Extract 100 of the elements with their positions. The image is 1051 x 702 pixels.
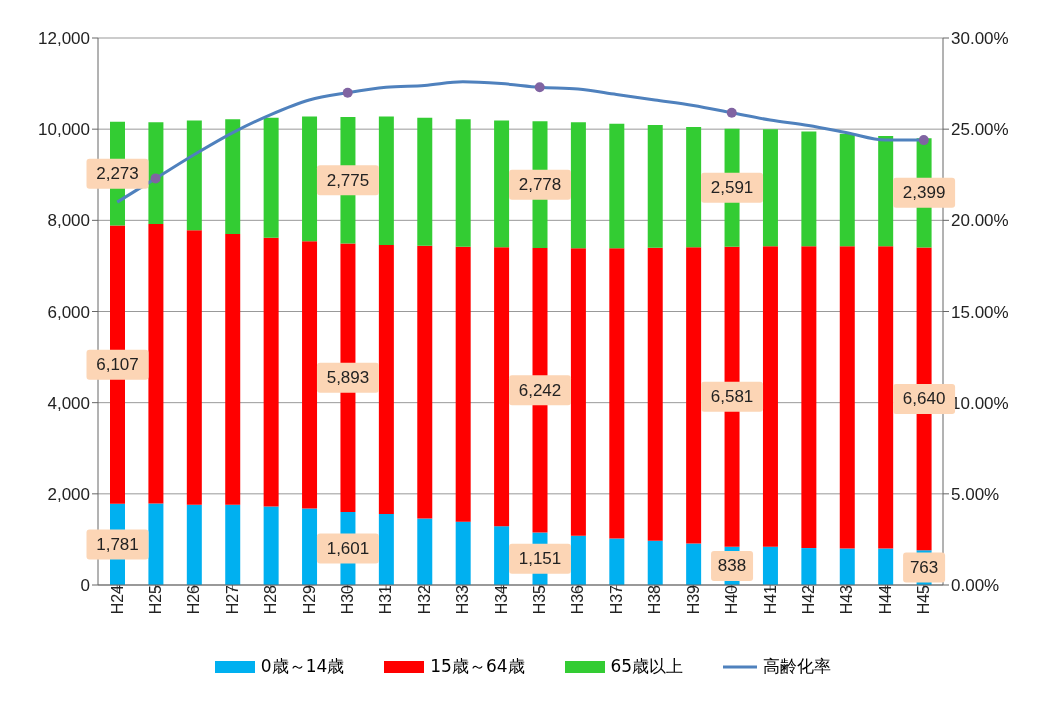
bar (417, 245, 433, 519)
bar (186, 504, 202, 585)
bar (878, 246, 894, 549)
legend-label: 65歳以上 (610, 655, 684, 678)
x-tick-label: H43 (838, 584, 856, 615)
x-tick-label: H28 (262, 584, 280, 615)
x-tick-label: H39 (684, 584, 702, 615)
data-label: 763 (909, 558, 939, 578)
y2-tick-label: 10.00% (951, 393, 1009, 413)
bar (417, 518, 433, 585)
x-tick-label: H31 (377, 584, 395, 615)
x-tick-label: H42 (799, 584, 817, 615)
y-tick-label: 0 (80, 576, 90, 596)
data-label: 5,893 (326, 368, 370, 388)
data-label: 2,399 (902, 183, 946, 203)
bar (494, 120, 510, 248)
bar (263, 506, 279, 585)
bar (570, 122, 586, 249)
bar (801, 548, 817, 585)
x-tick-label: H44 (876, 584, 894, 615)
bar (570, 248, 586, 536)
bar (148, 503, 164, 585)
bar (647, 247, 663, 541)
data-label: 6,581 (710, 387, 754, 407)
legend-label: 15歳～64歳 (430, 655, 525, 678)
bar (148, 223, 164, 504)
data-label: 1,781 (96, 534, 139, 554)
x-tick-label: H41 (761, 584, 779, 615)
bar (417, 117, 433, 246)
bar (801, 246, 817, 549)
bar (225, 119, 241, 235)
data-label: 2,778 (518, 175, 562, 195)
bar (302, 116, 318, 242)
data-label: 1,151 (518, 549, 562, 569)
bar (225, 234, 241, 505)
x-tick-label: H24 (108, 584, 126, 615)
data-label: 6,640 (902, 389, 946, 409)
bar (686, 543, 702, 585)
bar (839, 548, 855, 585)
data-label: 1,601 (326, 539, 370, 559)
y-tick-label: 12,000 (38, 29, 90, 49)
x-tick-label: H30 (339, 584, 357, 615)
bar (762, 246, 778, 547)
bar (263, 117, 279, 238)
y-tick-label: 4,000 (47, 393, 90, 413)
bar (148, 122, 164, 224)
bar (647, 125, 663, 248)
bar (609, 248, 625, 539)
x-tick-label: H36 (569, 584, 587, 615)
y-tick-label: 10,000 (38, 120, 90, 140)
bar (878, 136, 894, 247)
x-tick-label: H45 (915, 584, 933, 615)
bar (878, 548, 894, 585)
x-tick-label: H37 (607, 584, 625, 615)
bar (263, 237, 279, 507)
x-tick-label: H40 (723, 584, 741, 615)
bar (570, 535, 586, 585)
data-label: 6,242 (518, 380, 562, 400)
bar (801, 131, 817, 247)
y2-tick-label: 25.00% (951, 120, 1009, 140)
x-tick-label: H34 (492, 584, 510, 615)
data-label: 838 (717, 556, 747, 576)
data-label: 2,775 (326, 170, 370, 190)
bar (839, 246, 855, 549)
bar (609, 538, 625, 585)
data-label: 6,107 (96, 355, 139, 375)
x-tick-label: H26 (185, 584, 203, 615)
bar (302, 508, 318, 585)
y2-tick-label: 20.00% (951, 211, 1009, 231)
bar (186, 120, 202, 231)
x-tick-label: H33 (454, 584, 472, 615)
data-label: 2,273 (96, 164, 139, 184)
x-tick-label: H25 (146, 584, 164, 615)
bar (455, 246, 471, 522)
bar (839, 133, 855, 247)
bar (762, 129, 778, 247)
y-tick-label: 2,000 (47, 484, 90, 504)
y2-tick-label: 15.00% (951, 302, 1009, 322)
bar (455, 119, 471, 247)
bar (378, 244, 394, 514)
y-tick-label: 6,000 (47, 302, 90, 322)
x-tick-label: H27 (223, 584, 241, 615)
x-tick-label: H32 (415, 584, 433, 615)
y2-tick-label: 0.00% (951, 576, 1000, 596)
y-tick-label: 8,000 (47, 211, 90, 231)
bar (494, 247, 510, 527)
y2-tick-label: 5.00% (951, 484, 1000, 504)
x-tick-label: H29 (300, 584, 318, 615)
y2-tick-label: 30.00% (951, 29, 1009, 49)
bar (494, 526, 510, 585)
bar (186, 230, 202, 505)
bar (686, 126, 702, 248)
bar (378, 513, 394, 585)
x-tick-label: H38 (646, 584, 664, 615)
bar (762, 546, 778, 585)
legend-label: 0歳～14歳 (260, 655, 345, 678)
bar (647, 540, 663, 585)
bar (686, 247, 702, 544)
legend-label: 高齢化率 (763, 655, 832, 678)
bar (302, 241, 318, 509)
